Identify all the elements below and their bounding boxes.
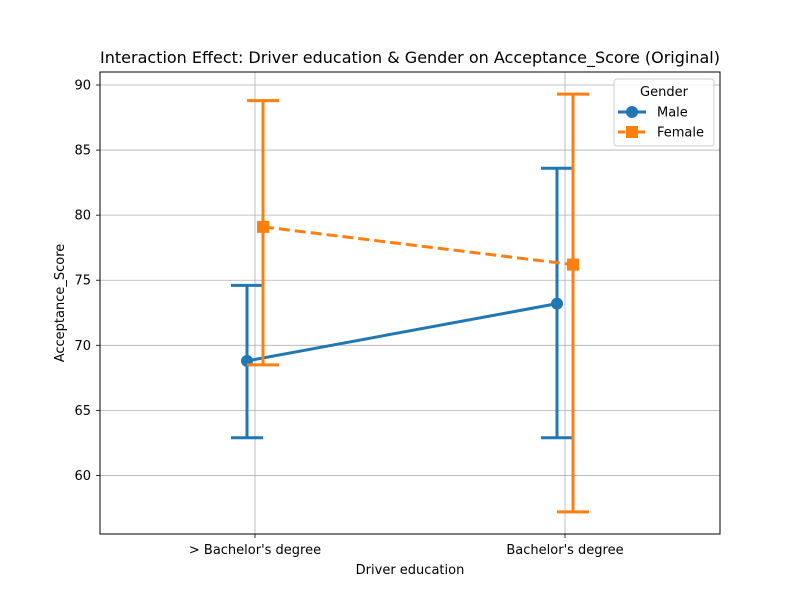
x-tick-label: > Bachelor's degree [189, 543, 321, 558]
legend-marker [626, 126, 638, 138]
plot-frame [99, 71, 721, 535]
y-tick-label: 75 [74, 274, 91, 289]
chart-title: Interaction Effect: Driver education & G… [100, 48, 720, 68]
legend-items: Male Female [618, 106, 704, 141]
axes: 60 65 70 75 80 85 90 > Bachelor's degree Bachelo… [74, 79, 623, 558]
data-point [257, 220, 269, 233]
data-point [551, 297, 563, 310]
series-line [262, 225, 574, 267]
legend-marker [626, 106, 638, 118]
y-tick-label: 90 [74, 79, 91, 94]
legend-title: Gender [640, 85, 689, 100]
x-tick-label: Bachelor's degree [506, 543, 623, 558]
legend-box [613, 78, 715, 147]
legend-label: Male [657, 106, 688, 121]
series-layer [231, 92, 589, 514]
y-axis-label: Acceptance_Score [53, 244, 68, 363]
y-tick-label: 85 [74, 144, 91, 159]
series-line [246, 302, 558, 363]
legend: Gender Male Female [613, 78, 715, 147]
series-female [247, 92, 589, 514]
legend-label: Female [657, 126, 704, 141]
x-axis-label: Driver education [356, 563, 465, 578]
y-tick-label: 60 [74, 469, 91, 484]
series-male [231, 166, 573, 440]
y-tick-label: 70 [74, 339, 91, 354]
data-point [567, 258, 579, 271]
y-tick-label: 80 [74, 209, 91, 224]
y-tick-label: 65 [74, 404, 91, 419]
